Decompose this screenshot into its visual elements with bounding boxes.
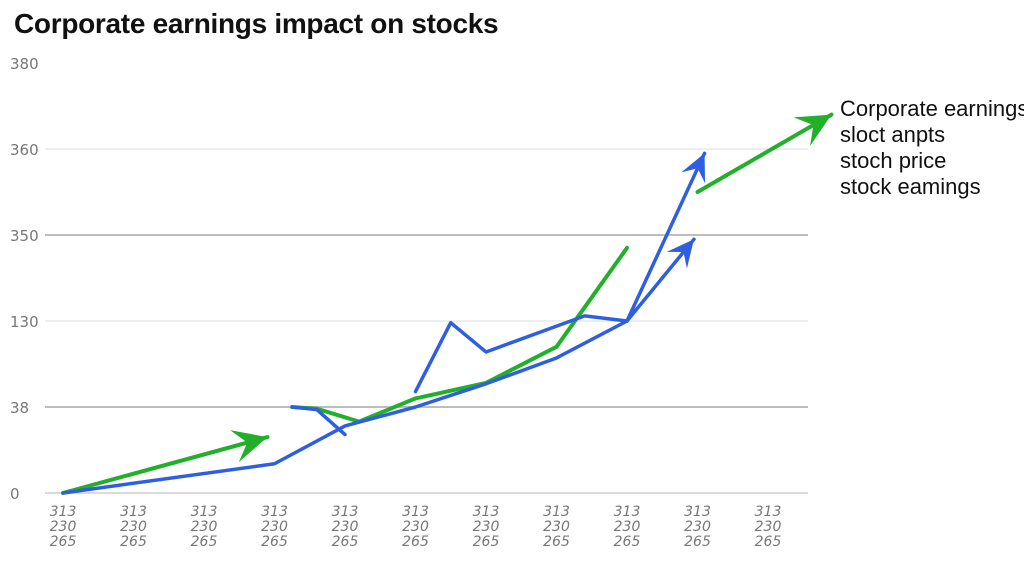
legend-entry: Corporate earnings [840,96,1024,121]
x-tick-label: 313 [402,504,429,520]
x-tick-label: 265 [543,534,570,550]
x-tick-label: 313 [614,504,641,520]
x-tick-label: 230 [473,519,500,535]
x-tick-label: 313 [261,504,288,520]
series-line [290,245,629,424]
x-tick-label: 265 [473,534,500,550]
series-line [625,151,707,323]
y-tick-label: 380 [10,55,39,73]
legend-entry: sloct anpts [840,122,946,147]
series-line [695,112,834,194]
y-tick-label: 350 [10,227,39,245]
x-tick-label: 265 [191,534,218,550]
x-tick-label: 230 [50,519,77,535]
x-tick-label: 313 [755,504,782,520]
series-arrowhead [230,430,268,463]
x-tick-label: 265 [50,534,77,550]
series-line [413,314,629,394]
series-arrowhead [793,114,832,147]
legend-entry: stoch price [840,148,947,173]
series-line [290,405,347,437]
x-tick-label: 230 [261,519,288,535]
x-tick-label: 313 [120,504,147,520]
x-tick-label: 230 [755,519,782,535]
chart-legend: Corporate earnings sloct anpts stoch pri… [840,96,1024,200]
x-tick-label: 313 [684,504,711,520]
x-tick-label: 230 [543,519,570,535]
x-tick-label: 313 [332,504,359,520]
series-0 [61,112,834,495]
series-arrowhead [681,153,706,184]
x-tick-label: 230 [191,519,218,535]
x-tick-label: 313 [473,504,500,520]
series-line [61,237,696,495]
x-tick-label: 265 [332,534,359,550]
x-tick-label: 265 [755,534,782,550]
legend-entry: stock eamings [840,174,981,199]
series-line [61,435,270,495]
x-tick-label: 230 [614,519,641,535]
x-tick-label: 313 [191,504,218,520]
series-1 [61,151,707,495]
x-tick-label: 230 [332,519,359,535]
y-tick-label: 130 [10,313,39,331]
x-tick-label: 265 [402,534,429,550]
x-tick-label: 265 [120,534,147,550]
x-tick-label: 265 [684,534,711,550]
x-tick-label: 230 [120,519,147,535]
x-tick-label: 313 [543,504,570,520]
x-tick-label: 313 [50,504,77,520]
chart-title: Corporate earnings impact on stocks [14,8,499,39]
x-tick-label: 230 [402,519,429,535]
x-tick-label: 265 [261,534,288,550]
x-tick-label: 230 [684,519,711,535]
x-tick-label: 265 [614,534,641,550]
y-tick-label: 38 [10,399,29,417]
y-tick-label: 0 [10,485,20,503]
y-tick-label: 360 [10,141,39,159]
series-arrowhead [666,239,694,269]
